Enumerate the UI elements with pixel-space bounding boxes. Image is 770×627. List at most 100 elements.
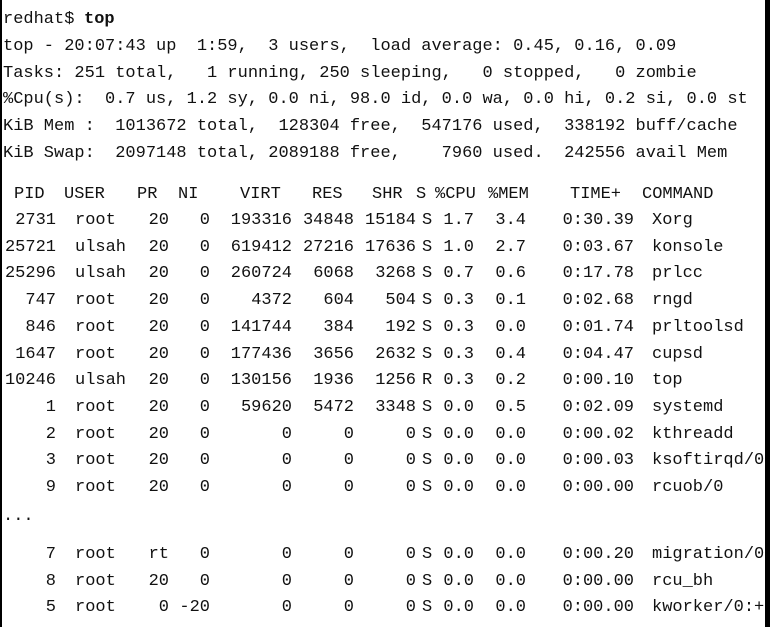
cell: kthreadd: [652, 424, 734, 444]
cell: 20: [148, 571, 169, 591]
cell: 17636: [364, 237, 416, 257]
cell: 0:00.00: [562, 571, 634, 591]
cell: S: [422, 317, 433, 337]
cell: ulsah: [75, 371, 127, 391]
cell: kworker/0:+: [652, 598, 765, 618]
cell: 0.1: [495, 291, 526, 311]
cell: 5472: [313, 397, 354, 417]
cell: 2731: [15, 211, 56, 230]
cell: 0: [281, 424, 292, 444]
cell: rngd: [652, 291, 693, 311]
cell: 5: [45, 598, 56, 618]
cell: S: [422, 545, 433, 564]
cell: prltoolsd: [652, 317, 744, 337]
cell: 0: [199, 317, 210, 337]
cell: 15184: [364, 211, 416, 230]
cell: 0:00.00: [562, 598, 634, 618]
cell: 0.7: [443, 264, 474, 284]
cell: 0.0: [495, 451, 526, 471]
cell: 0: [281, 598, 292, 618]
cell: 0: [199, 571, 210, 591]
ellipsis: ...: [3, 507, 34, 526]
cell: 0:00.20: [562, 545, 634, 564]
cell: 0.0: [495, 571, 526, 591]
cell: 0:03.67: [562, 237, 634, 257]
cell: root: [75, 344, 116, 364]
cell: root: [75, 291, 116, 311]
cell: 20: [148, 237, 169, 257]
column-header: %CPU: [435, 185, 476, 204]
cell: 0:02.09: [562, 397, 634, 417]
cell: 0: [405, 424, 416, 444]
summary-line: KiB Mem : 1013672 total, 128304 free, 54…: [3, 117, 738, 137]
cell: 2.7: [495, 237, 526, 257]
cell: 0:02.68: [562, 291, 634, 311]
cell: 20: [148, 291, 169, 311]
cell: 1.7: [443, 211, 474, 230]
cell: 0.3: [443, 371, 474, 391]
cell: 0:00.02: [562, 424, 634, 444]
cell: rcu_bh: [652, 571, 714, 591]
cell: 7: [45, 545, 56, 564]
cell: 260724: [230, 264, 292, 284]
cell: root: [75, 478, 116, 497]
cell: 0.0: [443, 451, 474, 471]
cell: 130156: [230, 371, 292, 391]
cell: S: [422, 264, 433, 284]
column-header: RES: [312, 185, 343, 204]
cell: 20: [148, 397, 169, 417]
cell: prlcc: [652, 264, 704, 284]
prompt: redhat$: [3, 10, 75, 29]
cell: 1.0: [443, 237, 474, 257]
cell: root: [75, 571, 116, 591]
cell: S: [422, 211, 433, 230]
cell: 747: [25, 291, 56, 311]
cell: ksoftirqd/0: [652, 451, 765, 471]
cell: S: [422, 397, 433, 417]
cell: 2: [45, 424, 56, 444]
cell: migration/0: [652, 545, 765, 564]
cell: root: [75, 545, 116, 564]
cell: 34848: [302, 211, 354, 230]
cell: 0: [281, 478, 292, 497]
cell: 0: [199, 371, 210, 391]
cell: rt: [148, 545, 169, 564]
cell: 0:30.39: [562, 211, 634, 230]
cell: 193316: [230, 211, 292, 230]
cell: konsole: [652, 237, 724, 257]
cell: 0: [199, 478, 210, 497]
column-header: COMMAND: [642, 185, 714, 204]
cell: 20: [148, 424, 169, 444]
cell: 4372: [251, 291, 292, 311]
cell: 9: [45, 478, 56, 497]
cell: 8: [45, 571, 56, 591]
cell: 25296: [4, 264, 56, 284]
cell: S: [422, 424, 433, 444]
column-header: VIRT: [240, 185, 281, 204]
cell: rcuob/0: [652, 478, 724, 497]
column-header: NI: [178, 185, 199, 204]
cell: S: [422, 598, 433, 618]
cell: cupsd: [652, 344, 704, 364]
cell: 0.5: [495, 397, 526, 417]
cell: 20: [148, 451, 169, 471]
cell: 0.0: [443, 424, 474, 444]
column-header: PID: [14, 185, 45, 204]
column-header: S: [416, 185, 427, 204]
summary-line: Tasks: 251 total, 1 running, 250 sleepin…: [3, 63, 697, 83]
cell: 0: [199, 264, 210, 284]
cell: S: [422, 237, 433, 257]
cell: 504: [385, 291, 416, 311]
cell: 1: [45, 397, 56, 417]
cell: 141744: [230, 317, 292, 337]
cell: 192: [385, 317, 416, 337]
cell: 0:01.74: [562, 317, 634, 337]
cell: 20: [148, 317, 169, 337]
cell: 0: [199, 237, 210, 257]
cell: 20: [148, 344, 169, 364]
cell: 0: [199, 424, 210, 444]
cell: 0: [405, 545, 416, 564]
cell: 3656: [313, 344, 354, 364]
cell: root: [75, 211, 116, 230]
cell: 0.3: [443, 291, 474, 311]
